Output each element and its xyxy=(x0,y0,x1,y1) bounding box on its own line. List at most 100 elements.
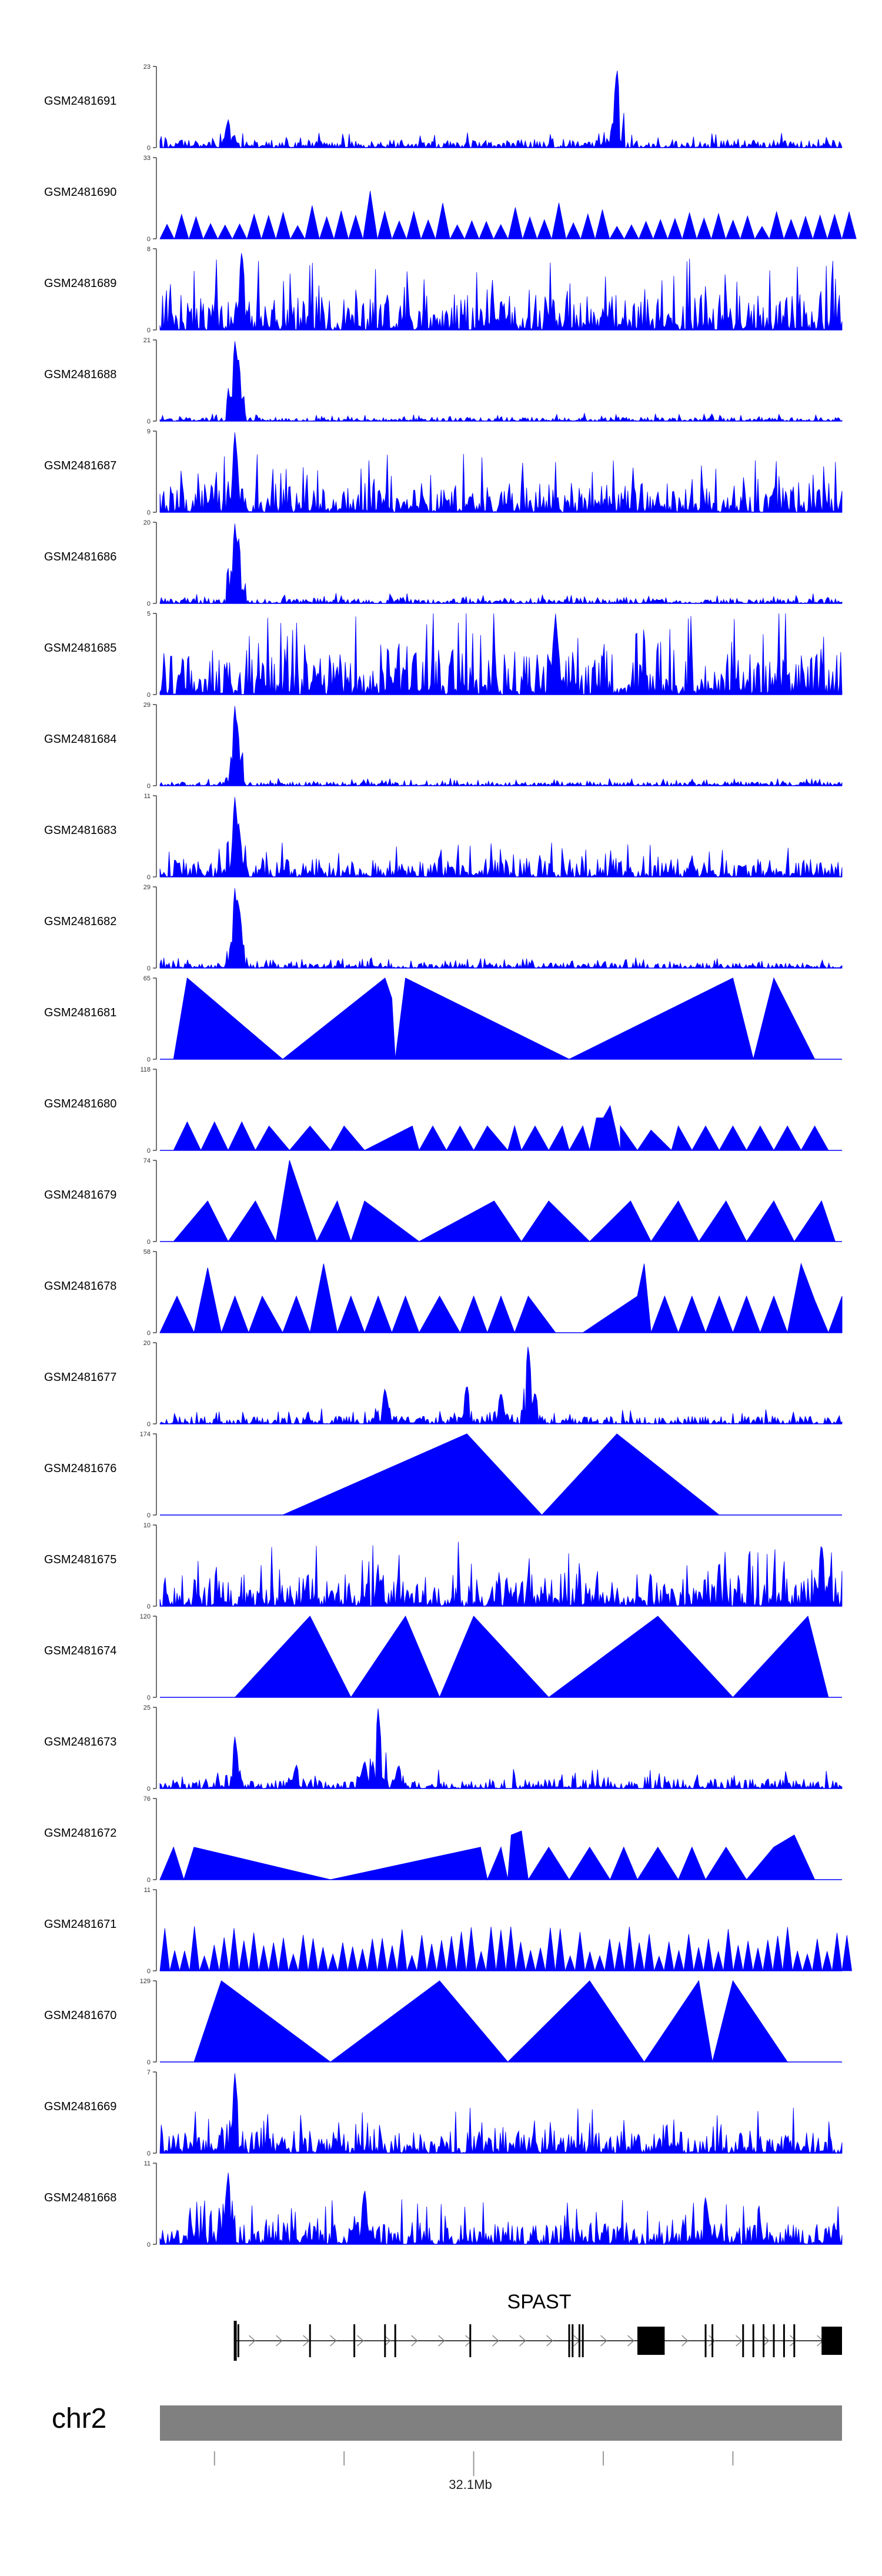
track-label: GSM2481691 xyxy=(44,95,116,108)
track-label: GSM2481669 xyxy=(44,2100,116,2113)
signal-area xyxy=(159,1346,843,1425)
y-max-label: 25 xyxy=(143,1704,151,1711)
y-max-label: 5 xyxy=(147,610,151,618)
chromosome-tick-label: 32.1Mb xyxy=(449,2477,492,2492)
signal-area xyxy=(159,1926,853,1971)
y-min-label: 0 xyxy=(147,509,151,516)
y-max-label: 74 xyxy=(143,1157,151,1164)
track-GSM2481675: GSM2481675 10 0 xyxy=(44,1522,843,1610)
track-label: GSM2481680 xyxy=(44,1097,116,1110)
chromosome-track: chr2 32.1Mb xyxy=(52,2403,842,2492)
gene-exon xyxy=(773,2324,775,2357)
signal-area xyxy=(159,797,843,878)
y-max-label: 174 xyxy=(140,1431,151,1438)
gene-exon xyxy=(582,2324,584,2357)
track-label: GSM2481671 xyxy=(44,1918,116,1931)
y-min-label: 0 xyxy=(147,327,151,334)
track-label: GSM2481679 xyxy=(44,1189,116,1202)
y-min-label: 0 xyxy=(147,1877,151,1884)
track-GSM2481671: GSM2481671 11 0 xyxy=(44,1887,853,1975)
signal-area xyxy=(173,1105,829,1152)
track-GSM2481688: GSM2481688 21 0 xyxy=(44,337,843,425)
y-min-label: 0 xyxy=(147,2150,151,2157)
y-min-label: 0 xyxy=(147,1968,151,1975)
signal-area xyxy=(282,1433,720,1516)
gene-exon xyxy=(394,2324,396,2357)
track-label: GSM2481685 xyxy=(44,642,116,655)
y-min-label: 0 xyxy=(147,1330,151,1337)
chromosome-label: chr2 xyxy=(52,2403,106,2434)
track-GSM2481678: GSM2481678 58 0 xyxy=(44,1249,843,1337)
track-label: GSM2481674 xyxy=(44,1644,116,1657)
track-GSM2481691: GSM2481691 23 0 xyxy=(44,64,843,152)
strand-arrow xyxy=(600,2335,607,2347)
y-max-label: 129 xyxy=(140,1978,151,1985)
gene-name-label: SPAST xyxy=(507,2291,572,2313)
track-label: GSM2481690 xyxy=(44,186,116,199)
track-label: GSM2481676 xyxy=(44,1462,116,1475)
track-GSM2481679: GSM2481679 74 0 xyxy=(44,1157,842,1246)
track-GSM2481669: GSM2481669 7 0 xyxy=(44,2069,843,2157)
signal-area xyxy=(234,1615,829,1699)
gene-exon xyxy=(233,2321,237,2361)
track-label: GSM2481672 xyxy=(44,1827,116,1840)
y-max-label: 29 xyxy=(143,702,151,709)
signal-area xyxy=(159,706,843,787)
y-min-label: 0 xyxy=(147,1147,151,1154)
gene-exon-large xyxy=(637,2327,665,2355)
strand-arrow xyxy=(276,2335,283,2347)
y-max-label: 11 xyxy=(144,793,151,800)
y-min-label: 0 xyxy=(147,2241,151,2248)
track-label: GSM2481683 xyxy=(44,824,116,837)
track-label: GSM2481684 xyxy=(44,733,116,746)
y-min-label: 0 xyxy=(147,236,151,243)
signal-area xyxy=(193,1980,789,2063)
track-label: GSM2481670 xyxy=(44,2009,116,2022)
y-max-label: 7 xyxy=(147,2069,151,2076)
signal-area xyxy=(159,71,843,149)
strand-arrow xyxy=(357,2335,364,2347)
track-GSM2481668: GSM2481668 11 0 xyxy=(44,2160,843,2248)
strand-arrow xyxy=(411,2335,418,2347)
y-max-label: 11 xyxy=(144,1887,151,1894)
y-max-label: 76 xyxy=(143,1796,151,1803)
gene-exon-large xyxy=(821,2327,842,2355)
y-max-label: 11 xyxy=(144,2160,151,2167)
track-GSM2481687: GSM2481687 9 0 xyxy=(44,428,843,516)
strand-arrow xyxy=(492,2335,499,2347)
y-min-label: 0 xyxy=(147,1421,151,1428)
y-min-label: 0 xyxy=(147,1239,151,1246)
track-GSM2481681: GSM2481681 65 0 xyxy=(44,975,842,1063)
strand-arrow xyxy=(681,2335,689,2347)
track-GSM2481684: GSM2481684 29 0 xyxy=(44,702,843,790)
signal-area xyxy=(159,2073,843,2154)
y-max-label: 20 xyxy=(143,1340,151,1347)
signal-area xyxy=(159,1830,816,1881)
track-label: GSM2481682 xyxy=(44,915,116,928)
strand-arrow xyxy=(303,2335,310,2347)
y-max-label: 23 xyxy=(143,64,151,71)
signal-area xyxy=(159,1262,843,1334)
signal-area xyxy=(159,341,843,422)
y-max-label: 120 xyxy=(140,1613,151,1620)
signal-area xyxy=(159,1709,843,1790)
strand-arrow xyxy=(384,2335,391,2347)
gene-exon xyxy=(353,2324,356,2357)
y-min-label: 0 xyxy=(147,1694,151,1701)
signal-area xyxy=(159,191,857,239)
signal-area xyxy=(159,2173,843,2245)
y-max-label: 8 xyxy=(147,246,151,253)
gene-exon xyxy=(469,2324,472,2357)
y-max-label: 9 xyxy=(147,428,151,435)
y-min-label: 0 xyxy=(147,1603,151,1610)
gene-exon xyxy=(309,2324,311,2357)
signal-area xyxy=(173,977,816,1060)
y-min-label: 0 xyxy=(147,1056,151,1063)
strand-arrow xyxy=(465,2335,472,2347)
y-max-label: 20 xyxy=(143,519,151,526)
track-label: GSM2481677 xyxy=(44,1371,116,1384)
gene-exon xyxy=(783,2324,785,2357)
gene-exon xyxy=(704,2324,707,2357)
gene-model-track: SPAST xyxy=(233,2291,842,2361)
track-GSM2481673: GSM2481673 25 0 xyxy=(44,1704,843,1793)
